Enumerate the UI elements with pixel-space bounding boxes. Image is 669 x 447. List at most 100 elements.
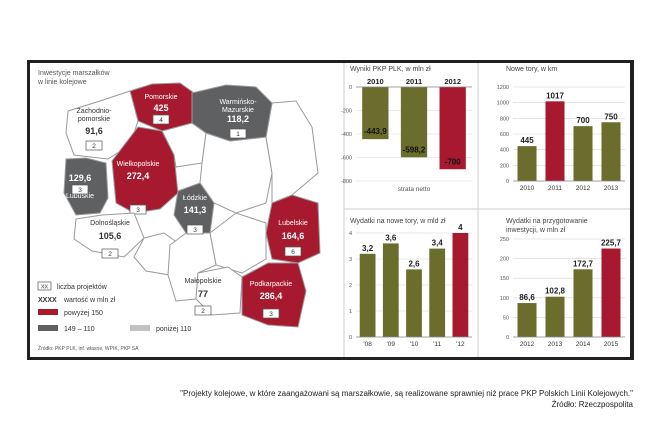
region-label: Lubuskie 129,6 3 — [66, 173, 94, 200]
bar — [362, 87, 389, 140]
legend-swatch-red — [38, 309, 58, 315]
region-name: Podkarpackie — [250, 281, 293, 288]
caption: "Projekty kolejowe, w które zaangażowani… — [0, 388, 633, 410]
project-count-badge — [85, 140, 103, 151]
y-tick-label: 1 — [349, 309, 352, 315]
y-tick-label: 600 — [500, 132, 509, 138]
y-tick-label: 0 — [349, 335, 352, 341]
bar — [359, 253, 376, 337]
bar — [601, 122, 621, 181]
x-tick-label: 2012 — [444, 77, 461, 86]
y-tick-label: -400 — [341, 132, 352, 138]
project-count: 6 — [291, 249, 295, 256]
bar — [573, 269, 593, 337]
x-tick-label: 2012 — [576, 185, 591, 192]
data-label: 3,6 — [385, 233, 397, 242]
project-count: 4 — [159, 117, 163, 124]
x-tick-label: '12 — [456, 341, 465, 348]
project-count-badge — [262, 308, 280, 319]
region-label: Dolnośląskie 105,6 2 — [90, 220, 130, 259]
project-count: 3 — [193, 227, 197, 234]
data-label: 3,4 — [432, 239, 444, 248]
bar — [439, 87, 466, 170]
region-value: 164,6 — [282, 231, 305, 241]
x-tick-label: '11 — [433, 341, 441, 348]
y-tick-label: 1200 — [497, 85, 509, 91]
project-count-badge — [129, 204, 147, 215]
y-tick-label: -800 — [341, 179, 352, 185]
project-count-badge — [101, 248, 119, 259]
data-label: -443,9 — [364, 127, 387, 136]
project-count: 2 — [108, 251, 112, 258]
data-label: 3,2 — [362, 244, 374, 253]
bar-chart: Wydatki na przygotowanie inwestycji, w ml… — [500, 218, 625, 348]
bar — [406, 269, 422, 337]
bar — [429, 248, 446, 337]
region-value: 118,2 — [227, 114, 249, 124]
y-tick-label: 0 — [506, 335, 509, 341]
legend-above-label: powyżej 150 — [64, 310, 103, 317]
region-label: Lubelskie 164,6 6 — [278, 220, 308, 257]
chart-title: Wydatki na przygotowanie — [506, 218, 588, 225]
infographic-panel: Pomorskie 425 4 Warmińsko- Mazurskie 118,2 1 Za… — [30, 63, 630, 357]
data-label: 2,6 — [408, 259, 420, 268]
chart-title: Nowe tory, w km — [506, 66, 557, 73]
y-tick-label: 100 — [500, 296, 509, 302]
region-name: Zachodnio- — [76, 108, 112, 115]
y-tick-label: -600 — [341, 156, 352, 162]
region-shape — [195, 266, 243, 316]
x-tick-label: 2010 — [520, 185, 535, 192]
legend-value-sample: XXXX — [38, 297, 57, 304]
region-name: pomorskie — [78, 116, 110, 123]
chart-title: Wydatki na nowe tory, w mld zł — [350, 218, 446, 225]
map-source: Źródło: PKP PLK, inf. własne, WPIK, PKP … — [38, 345, 139, 352]
region-value: 91,6 — [85, 126, 103, 136]
region-name: Łódzkie — [183, 195, 207, 202]
region-label: Wielkopolskie 272,4 3 — [117, 161, 160, 215]
y-tick-label: 50 — [503, 315, 509, 321]
region-shape — [191, 84, 273, 142]
project-count: 1 — [236, 131, 240, 138]
y-tick-label: 2 — [349, 283, 352, 289]
project-count: 2 — [201, 308, 205, 315]
bar-chart: Wydatki na nowe tory, w mld zł 4 3 2 1 0 3,2 '0… — [349, 218, 472, 348]
region-label: Podkarpackie 286,4 3 — [250, 281, 293, 319]
region-shape — [265, 194, 321, 264]
region-shape — [209, 212, 267, 274]
project-count-badge — [71, 184, 89, 195]
y-tick-label: 0 — [349, 85, 352, 91]
region-value: 272,4 — [127, 171, 150, 181]
bar — [601, 248, 621, 337]
region-name: Mazurskie — [222, 107, 254, 114]
legend-mid-label: 149 – 110 — [64, 326, 95, 333]
y-tick-label: 150 — [500, 276, 509, 282]
region-name: Małopolskie — [185, 278, 222, 285]
x-tick-label: 2014 — [576, 341, 591, 348]
chart-title: inwestycji, w mln zł — [506, 227, 566, 234]
x-tick-label: 2011 — [548, 185, 562, 192]
region-name: Wielkopolskie — [117, 161, 160, 168]
x-tick-label: '10 — [410, 341, 419, 348]
region-name: Pomorskie — [144, 94, 177, 101]
bar — [452, 233, 469, 337]
data-label: 1017 — [546, 91, 564, 100]
data-label: 102,8 — [545, 287, 566, 296]
region-value: 105,6 — [99, 231, 122, 241]
region-name: Lubuskie — [66, 193, 94, 200]
y-tick-label: 800 — [500, 116, 509, 122]
bar — [382, 243, 399, 337]
caption-quote: "Projekty kolejowe, w które zaangażowani… — [180, 389, 633, 398]
data-label: 4 — [458, 223, 463, 232]
project-count: 3 — [269, 311, 273, 318]
bar — [545, 101, 565, 181]
project-count: 2 — [92, 143, 96, 150]
bar — [545, 296, 565, 337]
legend-badge-text: XX — [41, 285, 49, 291]
bar-chart: Wyniki PKP PLK, w mln zł 0 -200 -400 -600 -80… — [341, 66, 472, 193]
project-count-badge — [229, 128, 247, 139]
bar — [517, 146, 537, 181]
region-value: 141,3 — [184, 205, 207, 215]
y-tick-label: 4 — [349, 231, 352, 237]
